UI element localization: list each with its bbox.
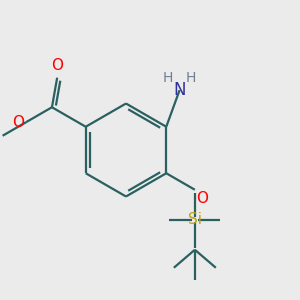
Text: Si: Si <box>188 212 202 227</box>
Text: O: O <box>196 191 208 206</box>
Text: O: O <box>51 58 63 73</box>
Text: H: H <box>163 71 173 85</box>
Text: H: H <box>186 71 196 85</box>
Text: O: O <box>12 115 24 130</box>
Text: N: N <box>173 81 186 99</box>
